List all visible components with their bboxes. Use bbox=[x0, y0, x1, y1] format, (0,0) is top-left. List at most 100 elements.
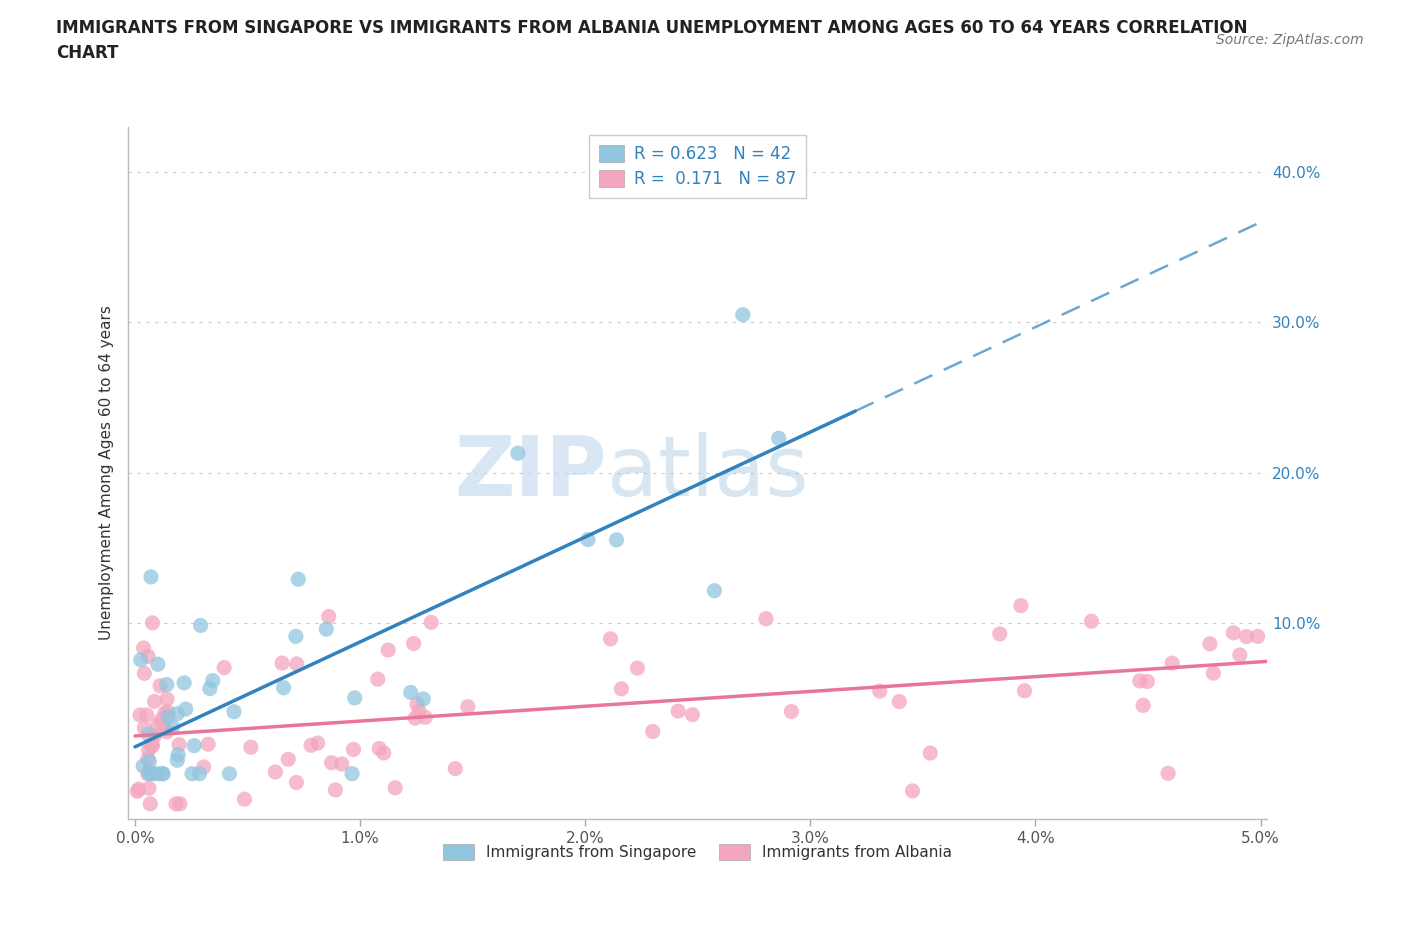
Point bbox=[402, 636, 425, 651]
Point bbox=[420, 615, 443, 630]
Text: Source: ZipAtlas.com: Source: ZipAtlas.com bbox=[1216, 33, 1364, 46]
Point bbox=[780, 704, 803, 719]
Point bbox=[869, 684, 891, 698]
Point bbox=[181, 766, 204, 781]
Point bbox=[1080, 614, 1102, 629]
Legend: Immigrants from Singapore, Immigrants from Albania: Immigrants from Singapore, Immigrants fr… bbox=[437, 838, 959, 867]
Point bbox=[343, 690, 366, 705]
Point bbox=[198, 681, 221, 696]
Point bbox=[412, 692, 434, 707]
Point bbox=[173, 675, 195, 690]
Point bbox=[141, 738, 163, 753]
Point bbox=[134, 666, 156, 681]
Point bbox=[138, 781, 160, 796]
Point bbox=[156, 677, 179, 692]
Y-axis label: Unemployment Among Ages 60 to 64 years: Unemployment Among Ages 60 to 64 years bbox=[100, 305, 114, 640]
Point bbox=[307, 736, 329, 751]
Point bbox=[190, 618, 212, 633]
Point bbox=[605, 532, 627, 547]
Point bbox=[1132, 698, 1154, 712]
Point bbox=[156, 704, 179, 719]
Point bbox=[404, 711, 426, 725]
Point bbox=[135, 708, 157, 723]
Point bbox=[222, 704, 245, 719]
Point bbox=[1161, 656, 1184, 671]
Point bbox=[330, 756, 353, 771]
Point bbox=[136, 726, 159, 741]
Point bbox=[315, 622, 337, 637]
Point bbox=[150, 712, 173, 727]
Point bbox=[768, 431, 790, 445]
Point bbox=[141, 737, 163, 752]
Point bbox=[212, 660, 235, 675]
Point bbox=[1229, 647, 1251, 662]
Point bbox=[576, 532, 599, 547]
Point bbox=[641, 724, 664, 739]
Point bbox=[325, 782, 347, 797]
Point bbox=[166, 706, 188, 721]
Point bbox=[193, 760, 215, 775]
Point bbox=[1014, 684, 1036, 698]
Point bbox=[138, 742, 160, 757]
Point bbox=[399, 685, 422, 700]
Point bbox=[153, 720, 176, 735]
Point bbox=[284, 629, 307, 644]
Point bbox=[127, 784, 149, 799]
Point bbox=[271, 656, 294, 671]
Point bbox=[146, 657, 169, 671]
Point bbox=[681, 707, 703, 722]
Point bbox=[138, 764, 160, 779]
Text: ZIP: ZIP bbox=[454, 432, 606, 513]
Point bbox=[233, 791, 256, 806]
Point bbox=[1202, 666, 1225, 681]
Point bbox=[444, 761, 467, 776]
Point bbox=[156, 692, 179, 707]
Point bbox=[318, 609, 340, 624]
Point bbox=[367, 671, 389, 686]
Point bbox=[139, 796, 162, 811]
Point bbox=[299, 737, 322, 752]
Point bbox=[373, 746, 395, 761]
Point bbox=[136, 751, 159, 766]
Point bbox=[920, 746, 942, 761]
Point bbox=[406, 697, 429, 711]
Point bbox=[143, 694, 166, 709]
Point bbox=[218, 766, 240, 781]
Point bbox=[287, 572, 309, 587]
Point bbox=[146, 766, 169, 781]
Point bbox=[731, 307, 754, 322]
Point bbox=[183, 738, 205, 753]
Point bbox=[129, 653, 152, 668]
Point bbox=[1010, 598, 1032, 613]
Point bbox=[626, 660, 648, 675]
Point bbox=[138, 766, 160, 781]
Point bbox=[666, 704, 689, 719]
Point bbox=[141, 616, 163, 631]
Point bbox=[457, 699, 479, 714]
Point bbox=[703, 583, 725, 598]
Point bbox=[384, 780, 406, 795]
Point bbox=[162, 719, 184, 734]
Point bbox=[152, 766, 174, 781]
Point bbox=[285, 657, 308, 671]
Point bbox=[285, 775, 308, 790]
Point bbox=[188, 766, 211, 781]
Point bbox=[136, 766, 159, 781]
Point bbox=[129, 708, 152, 723]
Point bbox=[136, 649, 159, 664]
Point bbox=[138, 754, 160, 769]
Point bbox=[368, 741, 391, 756]
Point bbox=[128, 782, 150, 797]
Point bbox=[166, 752, 188, 767]
Text: atlas: atlas bbox=[606, 432, 808, 513]
Point bbox=[1157, 765, 1180, 780]
Point bbox=[132, 641, 155, 656]
Point bbox=[506, 445, 529, 460]
Point bbox=[340, 766, 363, 781]
Point bbox=[201, 673, 224, 688]
Point bbox=[755, 611, 778, 626]
Point bbox=[139, 569, 162, 584]
Point bbox=[599, 631, 621, 646]
Point bbox=[889, 694, 911, 709]
Text: IMMIGRANTS FROM SINGAPORE VS IMMIGRANTS FROM ALBANIA UNEMPLOYMENT AMONG AGES 60 : IMMIGRANTS FROM SINGAPORE VS IMMIGRANTS … bbox=[56, 19, 1247, 61]
